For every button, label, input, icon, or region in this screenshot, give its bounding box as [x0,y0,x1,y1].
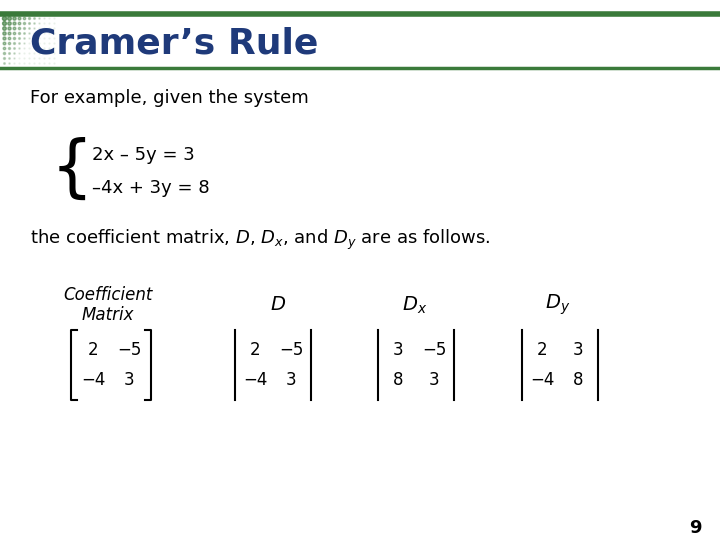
Text: 3: 3 [572,341,583,359]
Text: −4: −4 [81,372,105,389]
Text: −4: −4 [530,372,554,389]
Text: −4: −4 [243,372,267,389]
Text: Cramer’s Rule: Cramer’s Rule [30,27,318,61]
Text: $D$: $D$ [270,295,286,314]
Text: 8: 8 [572,372,583,389]
Text: −5: −5 [422,341,446,359]
Text: 3: 3 [124,372,135,389]
Text: –4x + 3y = 8: –4x + 3y = 8 [92,179,210,197]
Text: Coefficient: Coefficient [63,286,153,304]
Text: $D_x$: $D_x$ [402,294,428,316]
Text: 8: 8 [392,372,403,389]
Text: 3: 3 [286,372,297,389]
Text: Matrix: Matrix [82,306,134,324]
Text: 2: 2 [250,341,261,359]
Text: 2: 2 [88,341,99,359]
Text: 9: 9 [689,519,701,537]
Text: 3: 3 [428,372,439,389]
Text: 3: 3 [392,341,403,359]
Text: −5: −5 [117,341,141,359]
Text: 2x – 5y = 3: 2x – 5y = 3 [92,146,194,164]
Text: $\{$: $\{$ [50,137,86,203]
Text: −5: −5 [279,341,303,359]
Text: the coefficient matrix, $D$, $D_x$, and $D_y$ are as follows.: the coefficient matrix, $D$, $D_x$, and … [30,228,490,252]
Text: $D_y$: $D_y$ [545,293,571,317]
Text: For example, given the system: For example, given the system [30,89,309,107]
Text: 2: 2 [536,341,547,359]
